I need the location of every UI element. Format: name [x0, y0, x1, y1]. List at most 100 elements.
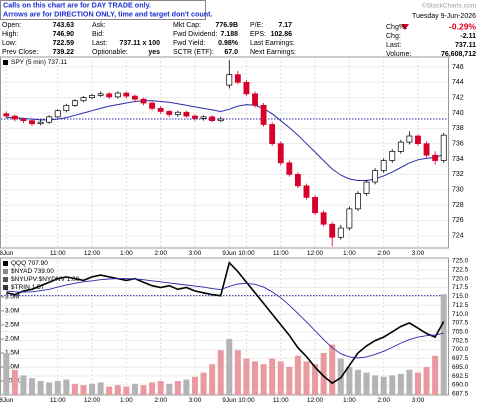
x-tick-label: 11:00 [50, 250, 66, 257]
stat-value: 102.86 [271, 31, 293, 38]
quote-value: 76,608,712 [441, 51, 476, 58]
volume-bar [380, 376, 387, 395]
quote-label: Chg%: [386, 24, 407, 31]
candle-body [3, 113, 10, 117]
x-tick-label: 2:00 [377, 397, 390, 404]
volume-bar [269, 358, 276, 395]
x-tick-label: 2:00 [377, 250, 390, 257]
volume-bar [123, 386, 130, 395]
candle-body [37, 121, 44, 125]
stat-label: EPS: [250, 31, 266, 38]
x-tick-label: 9Jun [222, 250, 236, 257]
volume-bar [363, 372, 370, 395]
candle-body [174, 111, 181, 115]
candle-body [46, 116, 53, 123]
stat-label: Fwd Yield: [173, 40, 205, 47]
stat-value: 746.90 [53, 31, 75, 38]
candle-body [106, 93, 113, 98]
y2-tick-label: 695.0 [452, 364, 469, 371]
y-tick-label: 738 [452, 125, 464, 132]
volume-bar [406, 369, 413, 395]
y-tick-label: 3.0M [5, 308, 19, 315]
y-tick-label: 736 [452, 141, 464, 148]
candle-body [294, 174, 301, 187]
candle-body [63, 104, 70, 112]
candle-body [423, 143, 430, 156]
legend-swatch [3, 277, 8, 282]
candle-body [346, 208, 353, 229]
candle-body [415, 135, 421, 145]
candle-body [312, 197, 318, 214]
candle-body [97, 93, 104, 96]
volume-bar [37, 380, 44, 395]
candle-body [54, 110, 61, 118]
x-tick-label: 11:00 [50, 397, 66, 404]
candle-body [320, 212, 327, 225]
candle-body [71, 100, 78, 106]
y2-tick-label: 697.5 [452, 355, 469, 362]
stat-label: SCTR (ETF): [173, 49, 214, 56]
volume-bar [114, 385, 121, 395]
volume-bar [286, 366, 293, 395]
candle-body [329, 223, 336, 238]
x-tick-label: 10:00 [238, 250, 255, 257]
x-tick-label: 1:00 [343, 397, 356, 404]
y2-tick-label: 717.5 [452, 284, 469, 291]
candle-body [114, 92, 121, 98]
candle-body [226, 74, 233, 86]
line [6, 100, 444, 181]
stat-value: 7.17 [278, 22, 292, 29]
candle-body [252, 93, 258, 106]
y2-tick-label: 690.0 [452, 382, 469, 389]
volume-bar [209, 364, 216, 395]
line [6, 278, 444, 359]
y2-tick-label: 702.5 [452, 337, 469, 344]
note-line: Arrows are for DIRECTION ONLY, time and … [3, 9, 213, 18]
candle-body [372, 170, 379, 183]
volume-bar [389, 375, 396, 395]
y2-tick-label: 692.5 [452, 373, 469, 380]
volume-bar [252, 361, 259, 395]
legend-label: $NYAD 739.00 [11, 268, 54, 275]
y-tick-label: 730 [452, 187, 464, 194]
line [6, 261, 445, 385]
x-tick-label: 3:00 [189, 250, 202, 257]
y-tick-label: 3.5M [5, 294, 19, 301]
candle-body [303, 185, 310, 198]
x-tick-label: 11:00 [273, 397, 289, 404]
legend-swatch [3, 285, 8, 290]
stat-value: yes [148, 49, 160, 56]
volume-bar [106, 386, 113, 395]
down-arrow [401, 24, 409, 30]
y2-tick-label: 720.0 [452, 275, 469, 282]
candle-body [217, 118, 224, 122]
candle-body [29, 120, 35, 125]
candle-body [89, 95, 95, 99]
legend-swatch [3, 60, 8, 65]
x-tick-label: 12:00 [307, 250, 324, 257]
candle-body [166, 111, 173, 115]
x-tick-label: 3:00 [189, 397, 202, 404]
volume-bar [97, 382, 104, 395]
stat-label: Open: [2, 22, 21, 29]
volume-bar [346, 366, 353, 395]
legend-label: $TRIN 1.57 [11, 284, 45, 291]
candle-body [269, 124, 276, 145]
quote-value: -2.11 [460, 33, 476, 40]
volume-bar [226, 338, 233, 395]
candle-body [132, 95, 138, 100]
y-tick-label: 744 [452, 79, 464, 86]
volume-bar [423, 366, 430, 395]
stat-value: 722.59 [53, 40, 75, 47]
volume-bar [414, 372, 421, 395]
volume-bar [131, 383, 138, 395]
stat-label: Fwd Dividend: [173, 31, 217, 38]
y-tick-label: 742 [452, 94, 464, 101]
y2-tick-label: 705.0 [452, 328, 469, 335]
x-tick-label: 1:00 [343, 250, 356, 257]
volume-bar [20, 375, 27, 395]
stat-label: Last Earnings: [250, 40, 295, 47]
y2-tick-label: 707.5 [452, 320, 469, 327]
volume-bar [140, 385, 147, 395]
